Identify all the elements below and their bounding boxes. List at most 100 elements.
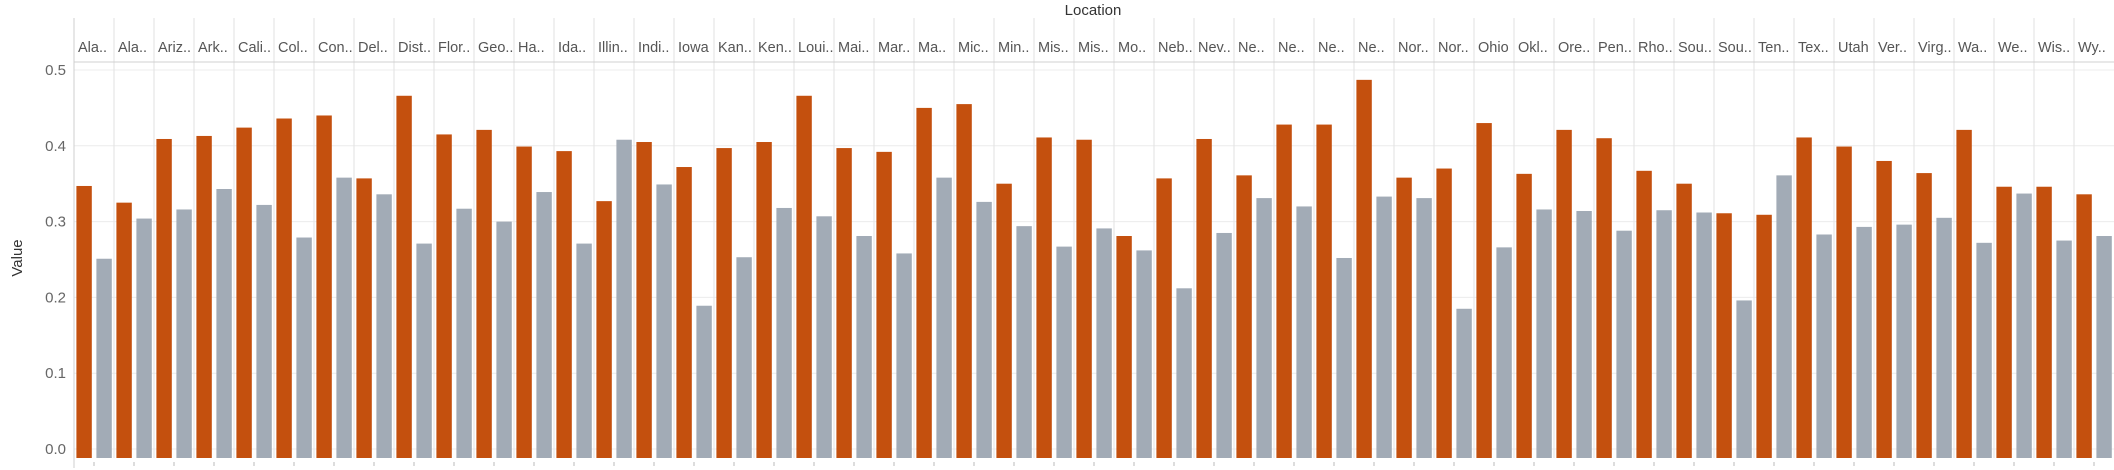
bar	[1256, 198, 1272, 459]
category-label: Wa..	[1958, 40, 1987, 56]
bar	[416, 243, 432, 458]
category-label: Cali..	[238, 40, 271, 56]
bar	[956, 104, 972, 459]
y-tick-label: 0.4	[45, 138, 66, 155]
bar	[1576, 210, 1592, 458]
y-tick-label: 0.3	[45, 214, 66, 231]
category-label: Mo..	[1118, 40, 1146, 56]
bar	[156, 138, 172, 458]
bar	[1216, 232, 1232, 458]
bar	[556, 151, 572, 458]
bar	[1816, 234, 1832, 458]
bar	[216, 189, 232, 459]
bar	[796, 95, 812, 458]
bars	[76, 79, 2112, 459]
bar	[936, 177, 952, 459]
bar	[1356, 79, 1372, 458]
category-label: Sou..	[1718, 40, 1752, 56]
category-label: Con..	[318, 40, 353, 56]
bar	[1676, 183, 1692, 458]
category-label: Kan..	[718, 40, 752, 56]
category-label: Del..	[358, 40, 388, 56]
category-label: Tex..	[1798, 40, 1829, 56]
y-tick-label: 0.0	[45, 441, 66, 458]
category-label: Okl..	[1518, 40, 1548, 56]
bar	[1036, 137, 1052, 458]
bar	[696, 305, 712, 458]
bar	[376, 194, 392, 458]
bar	[1456, 308, 1472, 458]
category-label: Ohio	[1478, 40, 1509, 56]
category-label: Ala..	[118, 40, 147, 56]
bar	[1536, 209, 1552, 458]
category-label: Geo..	[478, 40, 513, 56]
bar	[1236, 175, 1252, 458]
bar	[1856, 226, 1872, 458]
bar	[1776, 175, 1792, 458]
bar	[1696, 212, 1712, 458]
category-label: Mai..	[838, 40, 869, 56]
bar	[1596, 138, 1612, 458]
category-label: We..	[1998, 40, 2028, 56]
y-tick-label: 0.2	[45, 289, 66, 306]
category-label: Ver..	[1878, 40, 1907, 56]
bar	[1096, 228, 1112, 458]
category-label: Ne..	[1318, 40, 1345, 56]
category-label: Ne..	[1358, 40, 1385, 56]
category-label: Col..	[278, 40, 308, 56]
bar	[1476, 123, 1492, 458]
category-label: Min..	[998, 40, 1029, 56]
bar	[176, 209, 192, 458]
bar	[676, 167, 692, 459]
category-label: Wis..	[2038, 40, 2070, 56]
bar	[1416, 198, 1432, 459]
bar	[1936, 217, 1952, 458]
category-label: Iowa	[678, 40, 710, 56]
bar	[1076, 139, 1092, 458]
bar	[816, 216, 832, 458]
bar	[1736, 300, 1752, 458]
bar	[596, 201, 612, 458]
bar	[316, 115, 332, 458]
bar	[976, 201, 992, 458]
bar	[1056, 246, 1072, 458]
bar	[296, 237, 312, 458]
bar	[1016, 226, 1032, 458]
bar	[1496, 247, 1512, 458]
bar	[1376, 196, 1392, 458]
bar	[576, 243, 592, 458]
bar	[436, 134, 452, 458]
bar	[656, 184, 672, 458]
category-label: Flor..	[438, 40, 470, 56]
category-label: Loui..	[798, 40, 833, 56]
category-label: Utah	[1838, 40, 1869, 56]
bar	[1336, 257, 1352, 458]
bar	[1516, 173, 1532, 458]
category-label: Mic..	[958, 40, 989, 56]
bar	[96, 258, 112, 458]
bar	[2096, 236, 2112, 458]
bar	[1116, 236, 1132, 458]
bar	[1436, 168, 1452, 459]
y-tick-label: 0.5	[45, 62, 66, 79]
bar	[1836, 146, 1852, 459]
bar	[916, 107, 932, 459]
bar	[1636, 170, 1652, 458]
bar	[1296, 206, 1312, 458]
category-label: Ha..	[518, 40, 545, 56]
bar	[236, 127, 252, 458]
category-header: Ala.. Ala.. Ariz.. Ark.. Cali.. Col.. Con.. Del…	[74, 40, 2114, 63]
bar	[836, 148, 852, 458]
bar	[1136, 250, 1152, 458]
bar	[756, 142, 772, 458]
bar	[196, 135, 212, 459]
bar	[1316, 124, 1332, 459]
category-label: Mis..	[1038, 40, 1069, 56]
category-label: Ore..	[1558, 40, 1590, 56]
category-label: Ne..	[1238, 40, 1265, 56]
bar	[616, 139, 632, 458]
bar	[2076, 194, 2092, 458]
bar	[1996, 186, 2012, 458]
bar	[1876, 160, 1892, 458]
